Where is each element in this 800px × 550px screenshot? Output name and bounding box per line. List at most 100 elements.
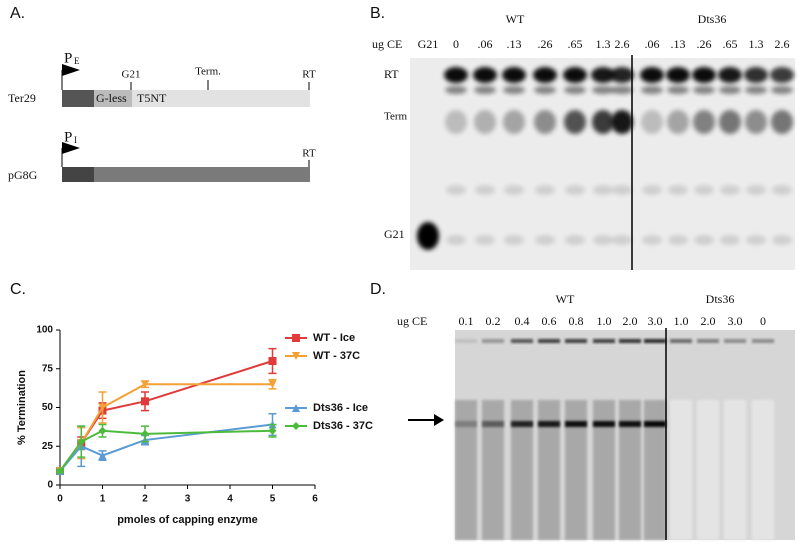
band <box>612 235 632 245</box>
lane-label: 0.6 <box>542 314 557 328</box>
lane-smear <box>565 400 587 540</box>
x-tick-label: 3 <box>185 494 191 505</box>
series-line <box>59 360 273 472</box>
band <box>563 67 587 83</box>
band <box>475 185 495 195</box>
y-tick-label: 25 <box>42 441 54 452</box>
promoter-arrow <box>62 64 80 76</box>
band <box>693 86 715 94</box>
x-axis-label: pmoles of capping enzyme <box>117 514 258 526</box>
row-header: ug CE <box>372 37 402 51</box>
x-tick-label: 6 <box>312 494 318 505</box>
group-label: WT <box>506 12 525 26</box>
band <box>473 67 497 83</box>
bar <box>62 167 310 182</box>
lane-label: .65 <box>723 37 738 51</box>
band <box>482 421 504 427</box>
band <box>745 110 767 134</box>
lane-label: .26 <box>538 37 553 51</box>
y-tick-label: 0 <box>47 480 53 491</box>
lane-label: 1.3 <box>596 37 611 51</box>
band <box>534 110 556 134</box>
band <box>503 110 525 134</box>
band <box>535 185 555 195</box>
band <box>445 86 467 94</box>
lane-label: .06 <box>478 37 493 51</box>
y-axis-label: % Termination <box>16 370 28 445</box>
band <box>482 339 504 343</box>
lane-smear <box>538 400 560 540</box>
lane-smear <box>644 400 666 540</box>
band <box>564 110 586 134</box>
marker <box>268 380 277 389</box>
band-label: Term <box>384 111 407 123</box>
band <box>746 235 766 245</box>
band <box>619 339 641 343</box>
lane-label: 0.2 <box>486 314 501 328</box>
band <box>720 185 740 195</box>
band <box>642 235 662 245</box>
band <box>444 67 468 83</box>
band <box>719 110 741 134</box>
panel-label: C. <box>10 281 26 298</box>
site-label: RT <box>302 148 316 160</box>
bar <box>62 167 94 182</box>
lane-smear <box>619 400 641 540</box>
lane-label: 1.0 <box>597 314 612 328</box>
marker <box>98 451 107 460</box>
band <box>611 110 633 134</box>
legend-label: Dts36 - 37C <box>313 420 373 432</box>
lane-label: 2.6 <box>775 37 790 51</box>
marker <box>141 397 149 406</box>
x-tick-label: 0 <box>57 494 63 505</box>
x-tick-label: 4 <box>227 494 233 505</box>
x-tick-label: 5 <box>270 494 276 505</box>
band <box>772 185 792 195</box>
band <box>533 67 557 83</box>
marker <box>56 467 64 476</box>
band <box>504 185 524 195</box>
band <box>534 86 556 94</box>
promoter: P <box>64 50 72 66</box>
band <box>668 235 688 245</box>
band <box>504 235 524 245</box>
band <box>502 67 526 83</box>
marker <box>292 334 300 342</box>
y-tick-label: 50 <box>42 402 54 413</box>
band <box>719 86 741 94</box>
lane-smear <box>670 400 692 540</box>
band <box>591 67 615 83</box>
band <box>592 110 614 134</box>
construct-ter29 <box>61 64 310 107</box>
band <box>720 235 740 245</box>
bar <box>94 90 132 107</box>
region-label: T5NT <box>137 91 167 105</box>
site-label: G21 <box>122 69 141 81</box>
chart: 0 1 2 3 4 5 6 0 25 50 75 100 pmoles of capping enzym… <box>16 325 373 526</box>
band <box>640 67 664 83</box>
lane-smear <box>724 400 746 540</box>
band <box>745 86 767 94</box>
band <box>670 339 692 343</box>
band <box>619 421 641 427</box>
band <box>744 67 768 83</box>
lane-label: 2.0 <box>701 314 716 328</box>
band <box>694 235 714 245</box>
band <box>752 339 774 343</box>
lane-label: G21 <box>418 37 439 51</box>
promoter-sub: E <box>74 56 80 66</box>
band <box>511 339 533 343</box>
marker <box>292 422 300 430</box>
marker <box>292 404 300 412</box>
lane-label: .13 <box>671 37 686 51</box>
legend-label: Dts36 - Ice <box>313 402 368 414</box>
row-header: ug CE <box>397 314 427 328</box>
gel-bands <box>417 67 794 250</box>
marker <box>268 357 277 365</box>
y-tick-label: 100 <box>36 325 53 336</box>
band <box>772 235 792 245</box>
lane-label: 1.3 <box>749 37 764 51</box>
band <box>642 185 662 195</box>
lane-smear <box>752 400 774 540</box>
